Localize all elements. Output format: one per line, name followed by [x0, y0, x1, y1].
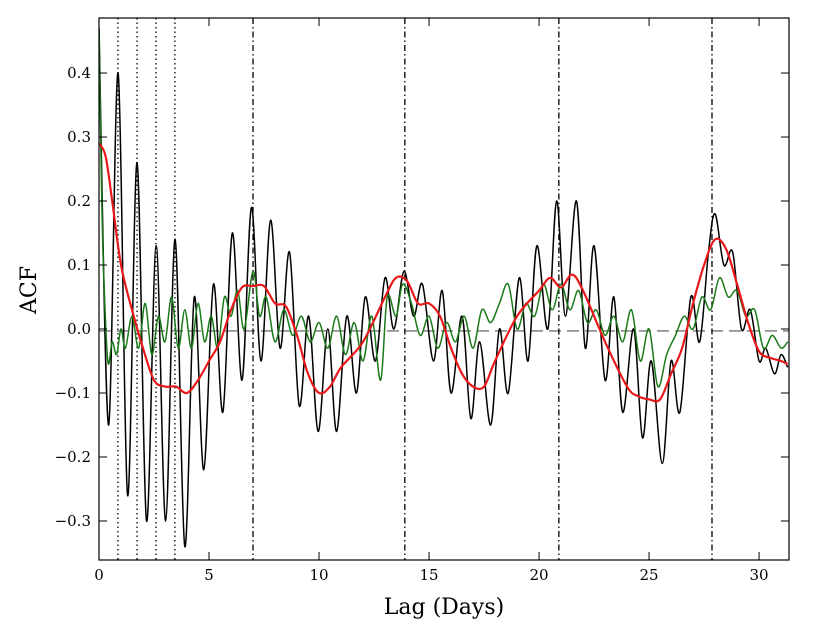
y-tick-label: 0.2: [67, 192, 91, 210]
y-tick-label: −0.3: [55, 512, 91, 530]
y-tick-label: 0.3: [67, 128, 91, 146]
plot-area: [99, 18, 789, 560]
series-line: [99, 142, 789, 403]
x-tick-label: 25: [640, 566, 659, 584]
x-tick-label: 10: [309, 566, 328, 584]
y-tick-label: 0.1: [67, 256, 91, 274]
x-tick-label: 30: [750, 566, 769, 584]
x-tick-label: 20: [530, 566, 549, 584]
plot-frame: [98, 17, 790, 561]
y-tick-label: 0.4: [67, 64, 91, 82]
series-line: [99, 28, 789, 388]
x-tick-label: 5: [204, 566, 214, 584]
y-tick-label: −0.2: [55, 448, 91, 466]
series-line: [99, 28, 789, 548]
x-tick-label: 0: [94, 566, 104, 584]
x-axis-label: Lag (Days): [384, 595, 504, 620]
y-tick-label: 0.0: [67, 320, 91, 338]
y-tick-label: −0.1: [55, 384, 91, 402]
x-tick-label: 15: [419, 566, 438, 584]
y-axis-label: ACF: [17, 266, 42, 315]
